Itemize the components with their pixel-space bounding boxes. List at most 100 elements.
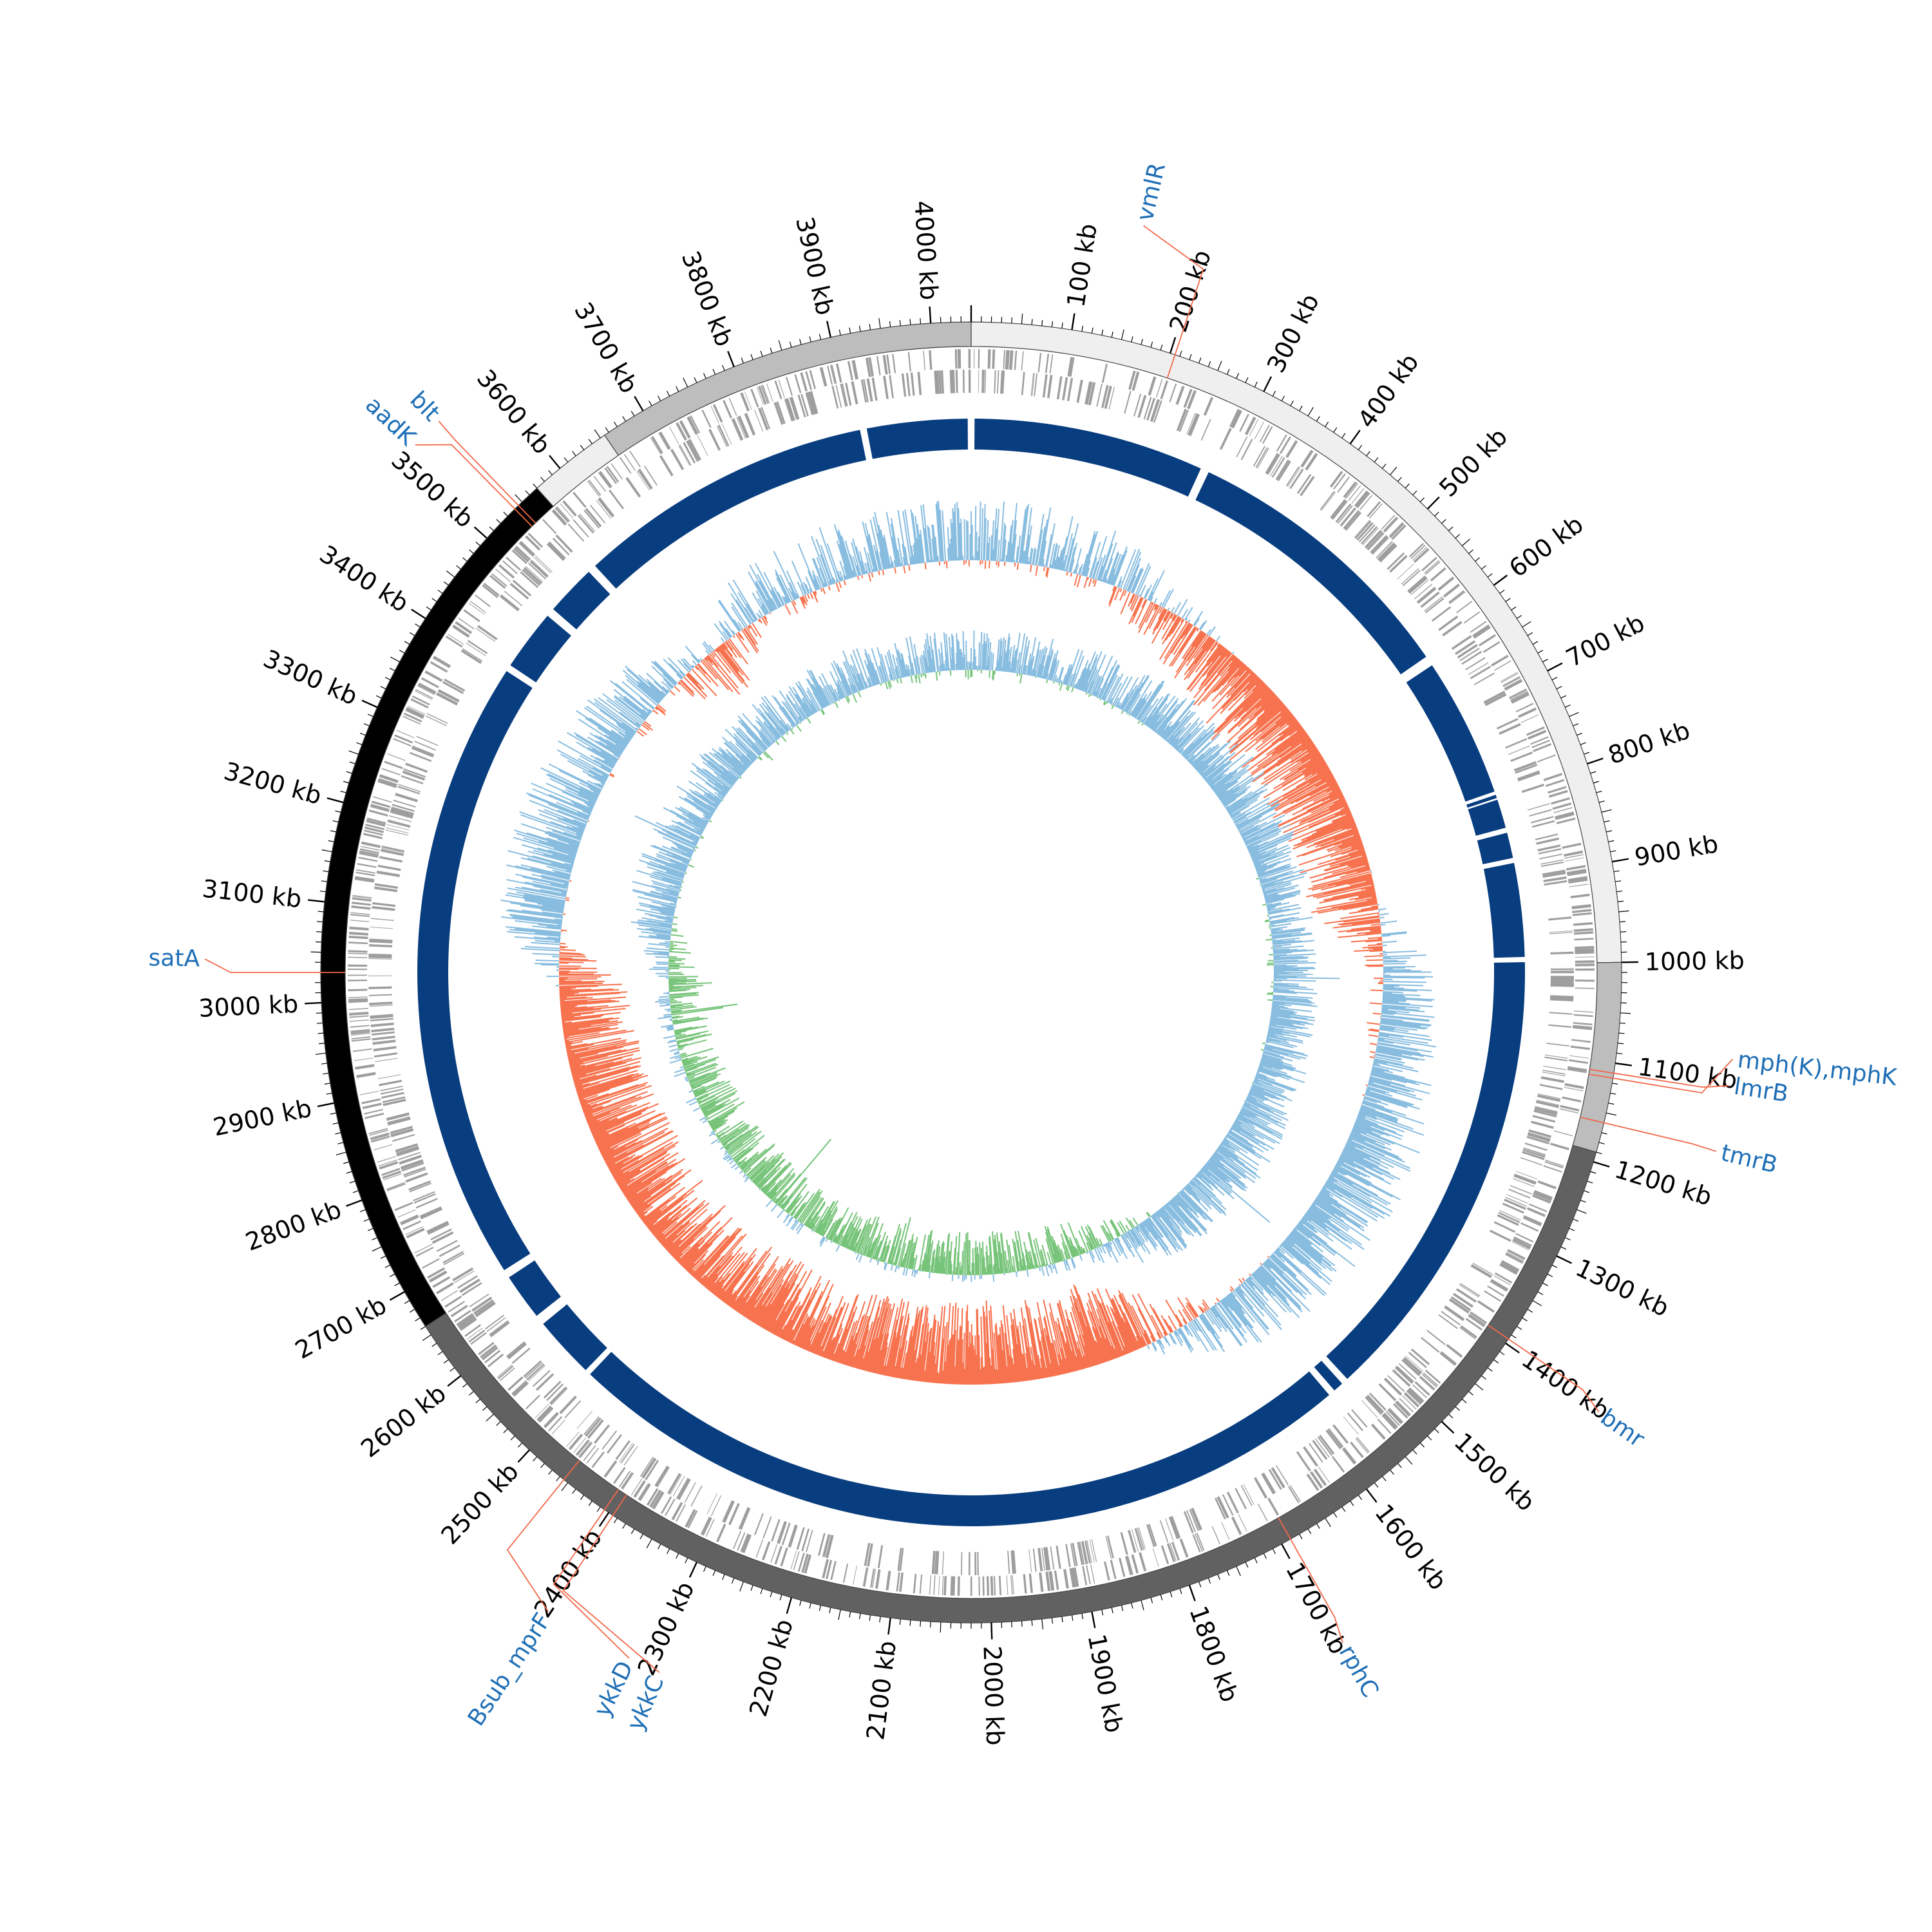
gc-skew-bar <box>1028 658 1034 676</box>
gc-content-bar <box>507 892 565 904</box>
minor-tick <box>340 790 346 793</box>
gc-content-bar <box>1079 564 1083 575</box>
gc-content-bar <box>1170 623 1191 654</box>
gc-content-bar <box>610 1155 640 1173</box>
gene-bar <box>1189 414 1200 437</box>
gc-content-bar <box>761 1287 786 1328</box>
gc-content-bar <box>596 1113 662 1144</box>
gc-content-bar <box>1347 859 1368 866</box>
gc-content-bar <box>1287 1236 1326 1269</box>
gc-content-bar <box>581 1103 588 1107</box>
gc-content-bar <box>573 1068 611 1079</box>
gc-skew-bar <box>1271 931 1302 937</box>
minor-tick <box>456 565 461 570</box>
gene-bar <box>478 1341 495 1356</box>
gene-bar <box>432 1276 451 1288</box>
gc-content-bar <box>1104 1338 1114 1360</box>
gc-content-bar <box>936 1372 939 1383</box>
minor-tick <box>1527 1309 1533 1313</box>
gc-content-bar <box>1039 1358 1045 1379</box>
gc-content-bar <box>567 1041 626 1055</box>
gene-bar <box>386 1182 406 1191</box>
gc-content-bar <box>1132 1294 1157 1341</box>
gene-bar <box>807 392 816 415</box>
gene-bar <box>1528 730 1547 740</box>
gc-content-bar <box>768 1320 777 1332</box>
minor-tick <box>819 1605 822 1611</box>
gc-content-bar <box>597 727 627 747</box>
gc-content-bar <box>1277 738 1311 762</box>
gene-bar <box>439 1244 460 1257</box>
gc-content-bar <box>662 673 676 687</box>
gc-content-bar <box>737 632 745 641</box>
gc-content-bar <box>1217 1302 1247 1343</box>
minor-tick <box>1573 723 1579 726</box>
gene-bar <box>468 603 485 615</box>
gc-content-bar <box>1361 1105 1398 1120</box>
minor-tick <box>372 1237 377 1240</box>
gc-skew-bar <box>1208 768 1229 786</box>
gc-content-bar <box>923 1329 932 1383</box>
gc-content-bar <box>883 1365 887 1376</box>
gc-content-bar <box>855 1325 870 1368</box>
major-tick <box>1169 337 1177 354</box>
gc-skew-bar <box>1075 668 1084 689</box>
gc-content-bar <box>1292 790 1342 816</box>
gc-skew-bar <box>1135 701 1147 719</box>
gc-content-bar <box>887 1337 897 1377</box>
gene-bar <box>352 895 372 898</box>
gc-content-bar <box>715 648 720 653</box>
gene-bar <box>1550 971 1574 974</box>
gene-bar <box>412 745 435 755</box>
gc-content-bar <box>577 811 590 818</box>
gc-content-bar <box>1143 1333 1150 1345</box>
gene-bar <box>395 793 418 802</box>
gc-content-bar <box>1165 1299 1182 1327</box>
gc-skew-bar <box>999 655 1002 672</box>
gc-content-bar <box>1110 1345 1117 1359</box>
gc-content-bar <box>1380 1018 1432 1026</box>
gene-bar <box>1275 459 1289 480</box>
gc-skew-bar <box>1220 777 1254 801</box>
gc-content-bar <box>1249 735 1309 777</box>
gc-skew-bar <box>1273 949 1314 954</box>
gc-skew-bar <box>1269 1022 1303 1030</box>
gc-content-bar <box>1181 630 1202 659</box>
gc-content-bar <box>1147 578 1159 601</box>
gc-content-bar <box>641 708 650 715</box>
gene-bar <box>1402 1395 1417 1410</box>
gene-bar <box>809 370 816 390</box>
gc-content-bar <box>849 554 858 577</box>
gc-skew-bar <box>987 657 990 670</box>
gene-bar <box>499 1367 515 1381</box>
gene-bar <box>402 1220 421 1231</box>
gc-skew-bar <box>1088 681 1094 694</box>
gc-content-bar <box>599 735 624 752</box>
gc-content-bar <box>654 707 658 710</box>
gc-content-bar <box>1045 567 1048 576</box>
gc-content-bar <box>963 1332 965 1385</box>
gene-bar <box>1196 1532 1205 1551</box>
gene-bar <box>774 380 782 399</box>
gene-bar <box>754 410 764 432</box>
gc-skew-bar <box>1235 800 1280 826</box>
gene-bar <box>804 1554 812 1574</box>
gc-content-bar <box>1331 1173 1388 1206</box>
gc-content-bar <box>735 599 752 625</box>
gc-skew-bar <box>1264 893 1278 898</box>
gc-content-bar <box>837 571 842 582</box>
gene-bar <box>1331 500 1348 520</box>
gene-bar <box>1253 446 1266 467</box>
gc-content-bar <box>784 596 789 604</box>
gene-bar <box>997 370 999 393</box>
gc-content-bar <box>954 504 958 561</box>
gc-content-bar <box>542 911 564 916</box>
gc-content-bar <box>1354 949 1383 952</box>
gc-content-bar <box>609 680 651 714</box>
gc-content-bar <box>759 614 762 618</box>
gc-content-bar <box>1052 544 1059 569</box>
gc-content-bar <box>764 615 768 620</box>
gene-bar <box>1104 1561 1110 1581</box>
gc-content-bar <box>1207 645 1224 667</box>
minor-tick <box>739 1581 744 1592</box>
